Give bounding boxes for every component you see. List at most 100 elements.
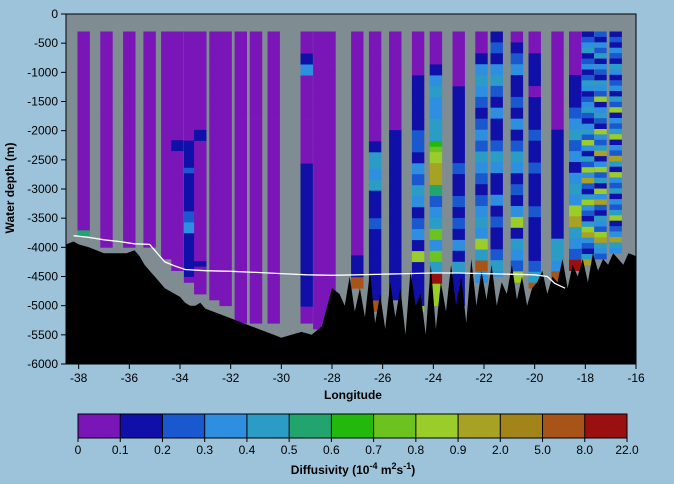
diffusivity-cell (323, 70, 336, 76)
diffusivity-cell (313, 64, 326, 71)
profile-column (209, 31, 222, 301)
diffusivity-cell (219, 58, 232, 65)
diffusivity-cell (267, 152, 280, 159)
diffusivity-cell (161, 69, 174, 76)
diffusivity-cell (569, 47, 582, 54)
diffusivity-cell (123, 134, 136, 140)
diffusivity-cell (475, 124, 488, 131)
diffusivity-cell (100, 198, 113, 205)
diffusivity-cell (267, 185, 280, 192)
diffusivity-cell (123, 215, 136, 221)
diffusivity-cell (411, 91, 425, 98)
diffusivity-cell (300, 235, 313, 241)
diffusivity-cell (267, 279, 280, 285)
diffusivity-cell (194, 102, 207, 109)
diffusivity-cell (183, 102, 197, 109)
diffusivity-cell (183, 244, 197, 251)
diffusivity-cell (510, 238, 524, 245)
diffusivity-cell (581, 42, 595, 49)
diffusivity-cell (609, 31, 622, 38)
x-tick-label: -22 (475, 371, 493, 385)
diffusivity-cell (490, 129, 503, 136)
diffusivity-cell (194, 53, 207, 60)
diffusivity-cell (100, 74, 113, 81)
diffusivity-cell (171, 107, 184, 114)
diffusivity-cell (209, 228, 222, 235)
diffusivity-cell (323, 213, 336, 220)
diffusivity-cell (452, 250, 465, 257)
y-tick-label: -6000 (27, 357, 58, 371)
diffusivity-cell (300, 163, 313, 170)
diffusivity-cell (528, 97, 541, 103)
diffusivity-cell (313, 31, 326, 38)
diffusivity-cell (234, 235, 247, 241)
diffusivity-cell (368, 273, 382, 279)
diffusivity-cell (313, 48, 326, 54)
profile-column (267, 31, 280, 324)
diffusivity-cell (569, 113, 582, 119)
diffusivity-cell (219, 108, 232, 115)
diffusivity-cell (368, 300, 382, 307)
x-tick-label: -32 (222, 371, 240, 385)
diffusivity-cell (323, 103, 336, 109)
diffusivity-cell (323, 246, 336, 253)
diffusivity-cell (300, 218, 313, 225)
diffusivity-cell (368, 223, 382, 230)
diffusivity-cell (249, 64, 263, 71)
diffusivity-cell (323, 81, 336, 87)
diffusivity-cell (183, 140, 197, 147)
diffusivity-cell (351, 42, 364, 49)
diffusivity-cell (209, 141, 222, 147)
diffusivity-cell (323, 174, 336, 181)
diffusivity-cell (510, 195, 524, 201)
diffusivity-cell (194, 201, 207, 207)
diffusivity-cell (183, 124, 197, 131)
diffusivity-cell (219, 261, 232, 268)
diffusivity-cell (219, 256, 232, 263)
x-tick-label: -36 (121, 371, 139, 385)
diffusivity-cell (551, 102, 564, 109)
diffusivity-cell (510, 244, 524, 251)
profile-column (249, 31, 263, 324)
diffusivity-cell (475, 140, 488, 147)
profile-column (411, 31, 425, 312)
diffusivity-cell (100, 241, 113, 248)
diffusivity-cell (123, 182, 136, 189)
diffusivity-cell (351, 239, 364, 245)
diffusivity-cell (351, 102, 364, 109)
diffusivity-cell (528, 124, 541, 131)
diffusivity-cell (569, 162, 582, 168)
diffusivity-cell (581, 134, 595, 141)
diffusivity-cell (581, 210, 595, 217)
diffusivity-cell (249, 125, 263, 131)
diffusivity-cell (300, 86, 313, 93)
colorbar-tick-label: 0.3 (196, 443, 213, 457)
diffusivity-cell (234, 295, 247, 302)
diffusivity-cell (234, 136, 247, 142)
diffusivity-cell (209, 250, 222, 257)
diffusivity-cell (411, 223, 425, 230)
diffusivity-cell (411, 240, 425, 246)
diffusivity-cell (209, 53, 222, 60)
diffusivity-cell (249, 306, 263, 313)
diffusivity-cell (194, 113, 207, 120)
diffusivity-cell (219, 157, 232, 164)
diffusivity-cell (411, 245, 425, 252)
diffusivity-cell (171, 53, 184, 59)
diffusivity-cell (313, 323, 326, 330)
diffusivity-cell (209, 234, 222, 240)
diffusivity-cell (300, 257, 313, 263)
diffusivity-cell (551, 75, 564, 81)
diffusivity-cell (351, 249, 364, 256)
diffusivity-cell (351, 178, 364, 185)
diffusivity-cell (77, 139, 90, 145)
diffusivity-cell (123, 209, 136, 216)
diffusivity-cell (368, 251, 382, 257)
diffusivity-cell (528, 47, 541, 54)
diffusivity-cell (368, 146, 382, 153)
colorbar-title-mid: m (377, 463, 391, 477)
diffusivity-cell (77, 149, 90, 156)
diffusivity-cell (510, 162, 524, 169)
diffusivity-cell (411, 157, 425, 164)
colorbar-swatch (289, 414, 332, 438)
